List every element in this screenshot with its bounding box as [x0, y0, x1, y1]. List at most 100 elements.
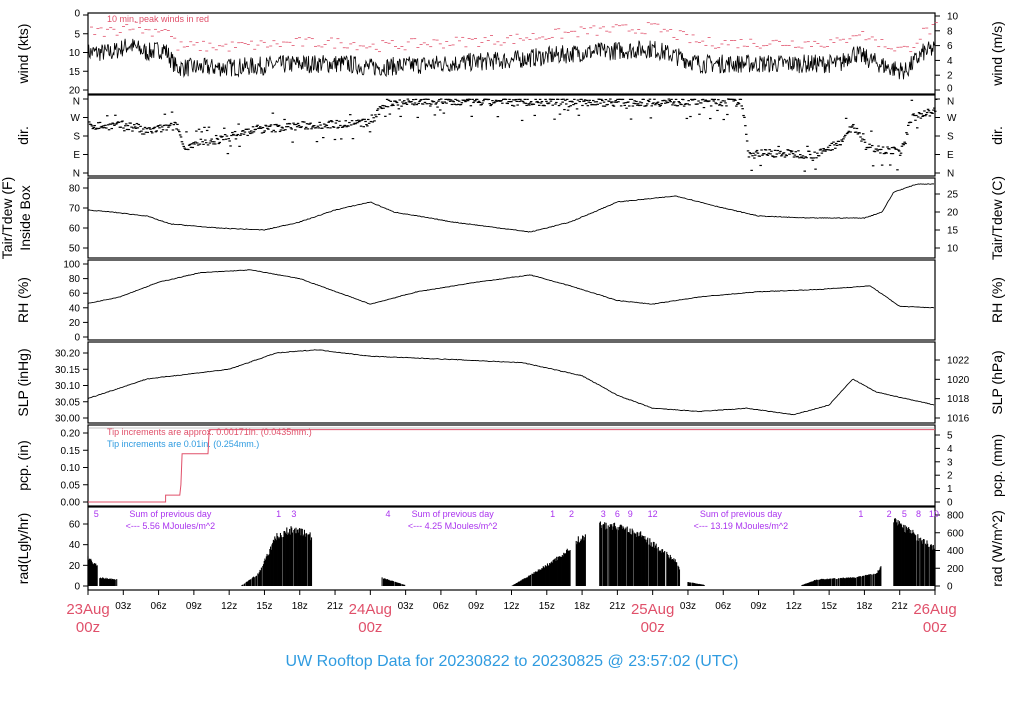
- x-tick-label: 21z: [609, 601, 625, 612]
- y-tick-label: 0: [74, 9, 80, 20]
- right-y-tick-label: 0: [947, 582, 953, 593]
- right-y-tick-label: 15: [947, 226, 959, 237]
- panel-frame: [87, 177, 936, 259]
- y-tick-label: 20: [69, 86, 81, 97]
- panel-rh: 0 20 40 60 80 100 RH (%) RH (%): [15, 259, 1005, 344]
- day-sum-label: Sum of previous day: [412, 509, 495, 519]
- panel-wind: 0 5 10 15 20 0 2 4 6 8 10 wind (kts) wind (m/s) 10 mi…: [15, 9, 1005, 97]
- panel-frame: [87, 259, 936, 341]
- y-axis-label: pcp. (in): [15, 440, 31, 491]
- y-axis-label: Tair/Tdew (F): [0, 177, 15, 259]
- right-y-tick-label: 600: [947, 528, 964, 539]
- tip-count-label: 2: [569, 509, 574, 519]
- right-y-tick-label: 0: [947, 498, 953, 509]
- tip-note-exact: Tip increments are 0.01in. (0.254mm.): [107, 439, 259, 449]
- y-tick-label: 60: [69, 520, 81, 531]
- y-tick-label: 20: [69, 318, 81, 329]
- x-time-label: 00z: [76, 619, 100, 636]
- y-axis-label: dir.: [15, 126, 31, 145]
- y-tick-label: 60: [69, 224, 81, 235]
- y-tick-label: S: [73, 132, 80, 143]
- right-y-tick-label: 6: [947, 41, 953, 52]
- right-y-axis-label: SLP (hPa): [989, 350, 1005, 414]
- x-date-label: 23Aug: [66, 601, 109, 618]
- tip-note-approx: Tip increments are approx. 0.00171in. (0…: [107, 427, 312, 437]
- right-y-tick-label: 200: [947, 564, 964, 575]
- y-axis-label: rad(Lgly/hr): [15, 513, 31, 585]
- panel-pcp: 0.00 0.05 0.10 0.15 0.20 0 1 2 3 4 5 pcp. (in) pcp. …: [15, 424, 1005, 509]
- y-tick-label: 50: [69, 244, 81, 255]
- right-y-tick-label: E: [947, 150, 954, 161]
- tip-count-label: 1: [276, 509, 281, 519]
- tip-count-label: 1: [858, 509, 863, 519]
- tip-count-label: 10: [929, 509, 939, 519]
- right-y-tick-label: 1020: [947, 375, 970, 386]
- y-axis-label: Inside Box: [17, 185, 33, 250]
- right-y-tick-label: 10: [947, 244, 959, 255]
- right-y-tick-label: S: [947, 132, 954, 143]
- tip-count-label: 5: [902, 509, 907, 519]
- panel-frame: [87, 506, 936, 591]
- right-y-axis-label: Tair/Tdew (C): [989, 176, 1005, 260]
- right-y-axis-label: RH (%): [989, 277, 1005, 323]
- tip-count-label: 2: [887, 509, 892, 519]
- y-tick-label: 0.15: [61, 446, 81, 457]
- y-tick-label: 80: [69, 184, 81, 195]
- x-tick-label: 15z: [256, 601, 272, 612]
- right-y-tick-label: 25: [947, 190, 959, 201]
- tip-count-label: 3: [291, 509, 296, 519]
- x-tick-label: 18z: [292, 601, 308, 612]
- y-tick-label: 0.05: [61, 480, 81, 491]
- day-sum-value: <--- 13.19 MJoules/m^2: [694, 521, 789, 531]
- right-y-axis-label: rad (W/m^2): [989, 510, 1005, 587]
- panel-temp: 50 60 70 80 10 15 20 25 Tair/Tdew (F) Inside Box T…: [0, 176, 1005, 260]
- y-tick-label: 15: [69, 67, 81, 78]
- right-y-axis-label: dir.: [989, 126, 1005, 145]
- right-y-tick-label: 5: [947, 431, 953, 442]
- y-tick-label: 0.20: [61, 429, 81, 440]
- right-y-tick-label: 10: [947, 12, 959, 23]
- right-y-tick-label: 1: [947, 484, 953, 495]
- x-date-label: 24Aug: [349, 601, 392, 618]
- x-tick-label: 12z: [503, 601, 519, 612]
- tip-count-label: 4: [385, 509, 390, 519]
- tip-count-label: 5: [94, 509, 99, 519]
- y-tick-label: 0.00: [61, 498, 81, 509]
- y-tick-label: 40: [69, 303, 81, 314]
- tip-count-label: 8: [916, 509, 921, 519]
- right-y-tick-label: W: [947, 113, 957, 124]
- panel-frame: [87, 341, 936, 424]
- right-y-axis-label: pcp. (mm): [989, 434, 1005, 497]
- x-tick-label: 21z: [892, 601, 908, 612]
- chart-title: UW Rooftop Data for 20230822 to 20230825…: [286, 653, 739, 670]
- right-y-axis-label: wind (m/s): [989, 21, 1005, 87]
- x-tick-label: 15z: [539, 601, 555, 612]
- x-tick-label: 03z: [398, 601, 414, 612]
- tip-count-label: 12: [648, 509, 658, 519]
- y-tick-label: 100: [63, 260, 80, 271]
- x-tick-label: 09z: [468, 601, 484, 612]
- y-tick-label: W: [71, 113, 81, 124]
- panel-frame: [87, 12, 936, 95]
- y-axis-label: RH (%): [15, 277, 31, 323]
- x-date-label: 25Aug: [631, 601, 674, 618]
- x-tick-label: 09z: [186, 601, 202, 612]
- rh-line: [87, 269, 935, 309]
- precip-line: [88, 429, 935, 503]
- right-y-tick-label: N: [947, 97, 954, 108]
- y-tick-label: 40: [69, 540, 81, 551]
- y-tick-label: 0.10: [61, 463, 81, 474]
- y-tick-label: 10: [69, 48, 81, 59]
- y-axis-label: wind (kts): [15, 24, 31, 85]
- x-time-label: 00z: [923, 619, 947, 636]
- y-tick-label: N: [73, 97, 80, 108]
- y-tick-label: 20: [69, 561, 81, 572]
- y-tick-label: 0: [74, 333, 80, 344]
- panel-frame: [87, 424, 936, 507]
- day-sum-label: Sum of previous day: [700, 509, 783, 519]
- x-tick-label: 18z: [856, 601, 872, 612]
- day-sum-value: <--- 5.56 MJoules/m^2: [126, 521, 216, 531]
- right-y-tick-label: 800: [947, 511, 964, 522]
